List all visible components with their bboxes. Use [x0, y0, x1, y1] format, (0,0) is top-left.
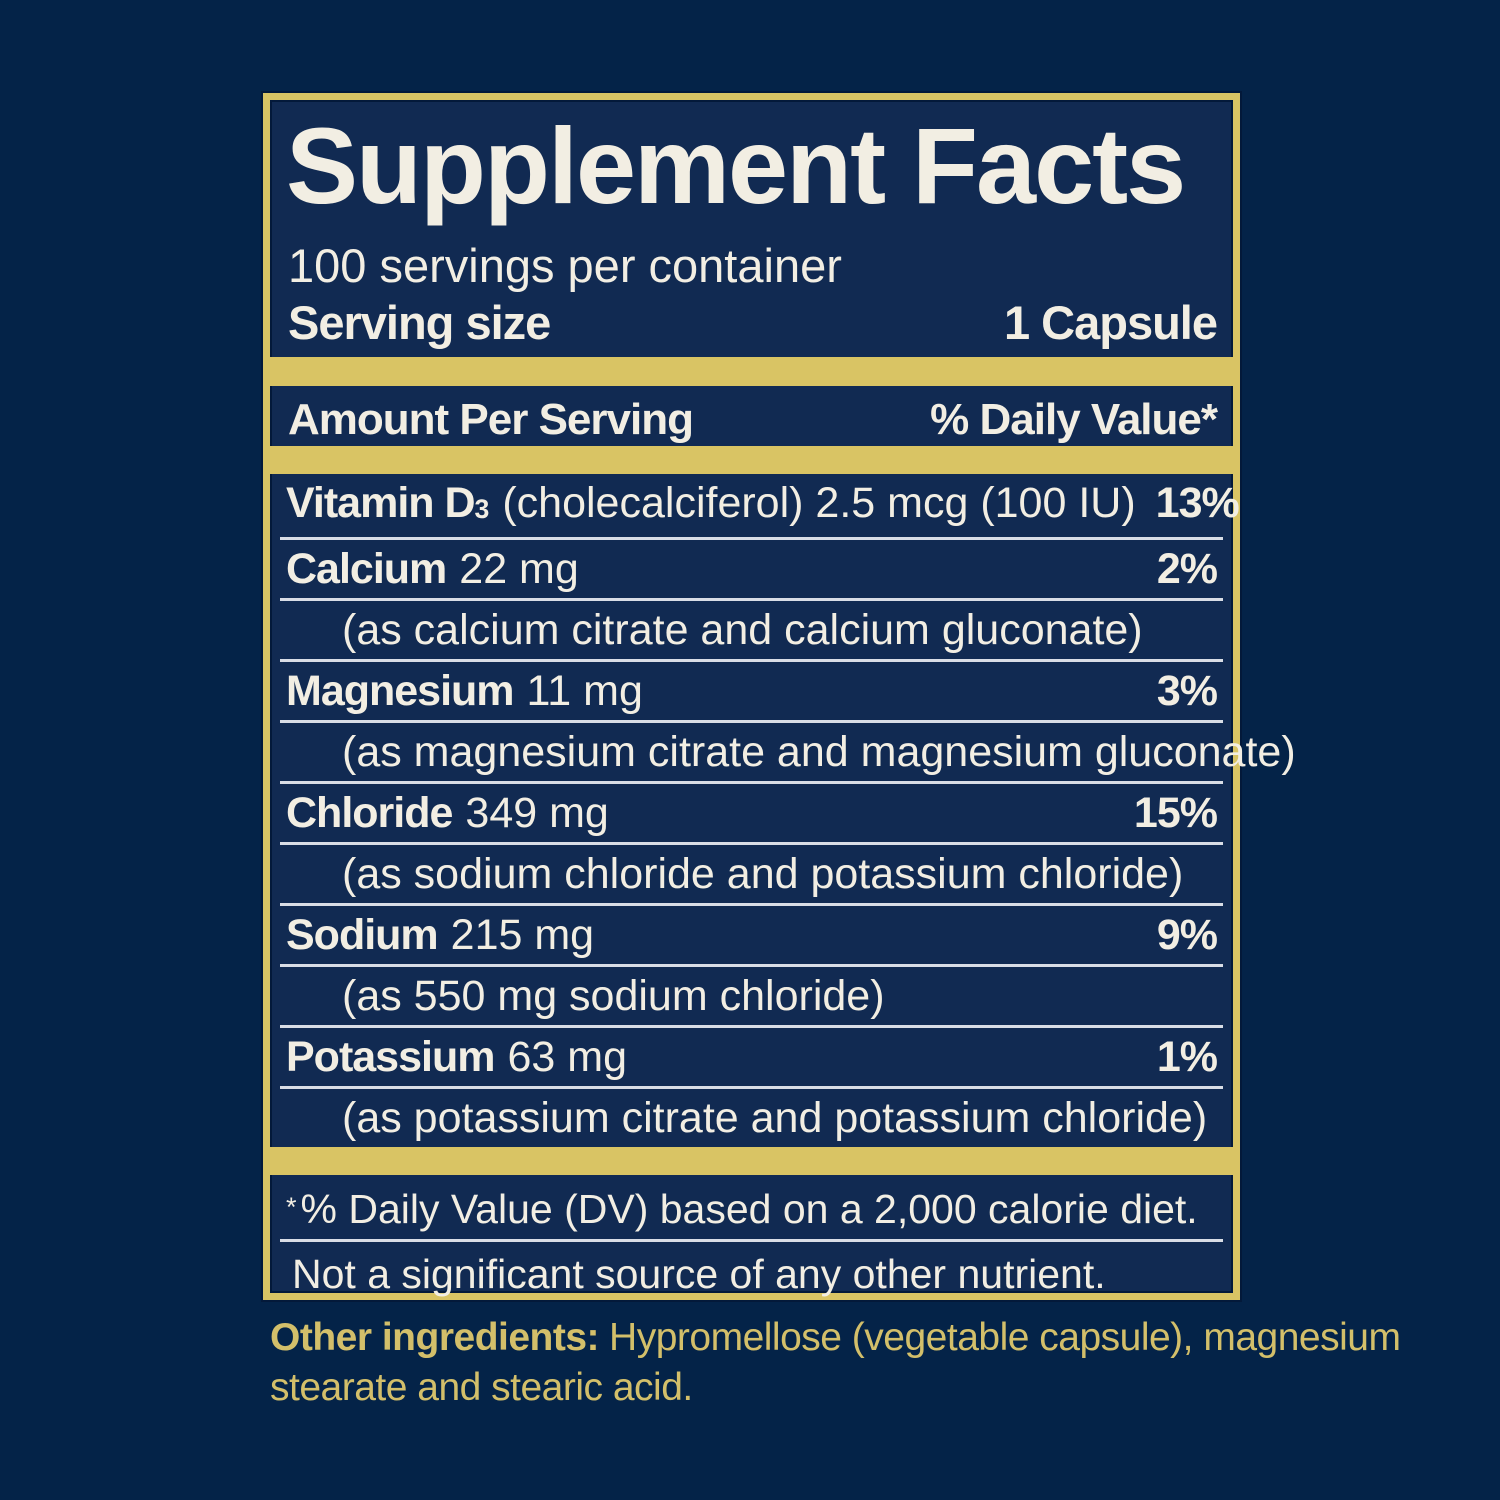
nutrient-row-potassium: Potassium 63 mg 1% — [280, 1028, 1223, 1089]
nutrient-name-and-amount: Sodium 215 mg — [286, 911, 595, 959]
nutrient-row-vitamin-d3: Vitamin D3 (cholecalciferol) 2.5 mcg (100… — [280, 474, 1240, 540]
other-ingredients-paragraph: Other ingredients: Hypromellose (vegetabl… — [270, 1313, 1420, 1413]
subscript-3: 3 — [474, 494, 490, 525]
serving-size-value: 1 Capsule — [1003, 296, 1218, 349]
other-ingredients-label: Other ingredients: — [270, 1316, 600, 1359]
nutrient-name-and-amount: Calcium 22 mg — [286, 545, 579, 593]
daily-value-percent: 1% — [1156, 1033, 1218, 1081]
supplement-facts-panel: Supplement Facts 100 servings per contai… — [263, 93, 1296, 1300]
nutrient-row-sodium: Sodium 215 mg 9% — [280, 906, 1223, 967]
nutrient-name-and-amount: Potassium 63 mg — [286, 1033, 627, 1081]
footnote-asterisk: * — [286, 1192, 297, 1222]
serving-size-label: Serving size — [288, 296, 551, 349]
daily-value-header: % Daily Value* — [930, 395, 1218, 444]
daily-value-percent: 3% — [1156, 667, 1218, 715]
no-other-nutrients-disclaimer: Not a significant source of any other nu… — [292, 1251, 1106, 1297]
nutrient-name-and-amount: Magnesium 11 mg — [286, 667, 643, 715]
gold-separator-bar-top — [270, 357, 1233, 386]
daily-value-percent: 15% — [1133, 789, 1218, 837]
daily-value-percent: 2% — [1156, 545, 1218, 593]
nutrient-name-and-amount: Vitamin D3 (cholecalciferol) 2.5 mcg (100… — [286, 479, 1136, 527]
column-header-row: Amount Per Serving % Daily Value* — [270, 386, 1233, 446]
nutrient-row-calcium: Calcium 22 mg 2% — [280, 540, 1223, 601]
servings-per-container: 100 servings per container — [288, 239, 842, 292]
nutrient-row-magnesium: Magnesium 11 mg 3% — [280, 662, 1223, 723]
nutrient-source-note: (as sodium chloride and potassium chlori… — [280, 845, 1223, 906]
other-ingredients-text: Hypromellose (vegetable capsule), magnes… — [270, 1316, 1401, 1409]
serving-size-row: Serving size 1 Capsule — [270, 296, 1233, 349]
nutrient-rows: Vitamin D3 (cholecalciferol) 2.5 mcg (100… — [270, 474, 1296, 1147]
panel-title: Supplement Facts — [286, 105, 1186, 226]
daily-value-percent: 9% — [1156, 911, 1218, 959]
nutrient-source-note: (as potassium citrate and potassium chlo… — [342, 1094, 1208, 1142]
amount-per-serving-header: Amount Per Serving — [288, 395, 694, 444]
daily-value-percent: 13% — [1155, 479, 1240, 527]
nutrient-source-note: (as 550 mg sodium chloride) — [280, 967, 1223, 1028]
gold-separator-bar-bottom — [270, 1147, 1233, 1175]
nutrient-source-note: (as calcium citrate and calcium gluconat… — [280, 601, 1223, 662]
gold-separator-bar-middle — [270, 446, 1233, 474]
nutrient-row-chloride: Chloride 349 mg 15% — [280, 784, 1223, 845]
nutrient-name-and-amount: Chloride 349 mg — [286, 789, 609, 837]
daily-value-footnote: *% Daily Value (DV) based on a 2,000 cal… — [280, 1175, 1223, 1242]
nutrient-source-note: (as magnesium citrate and magnesium gluc… — [280, 723, 1296, 784]
